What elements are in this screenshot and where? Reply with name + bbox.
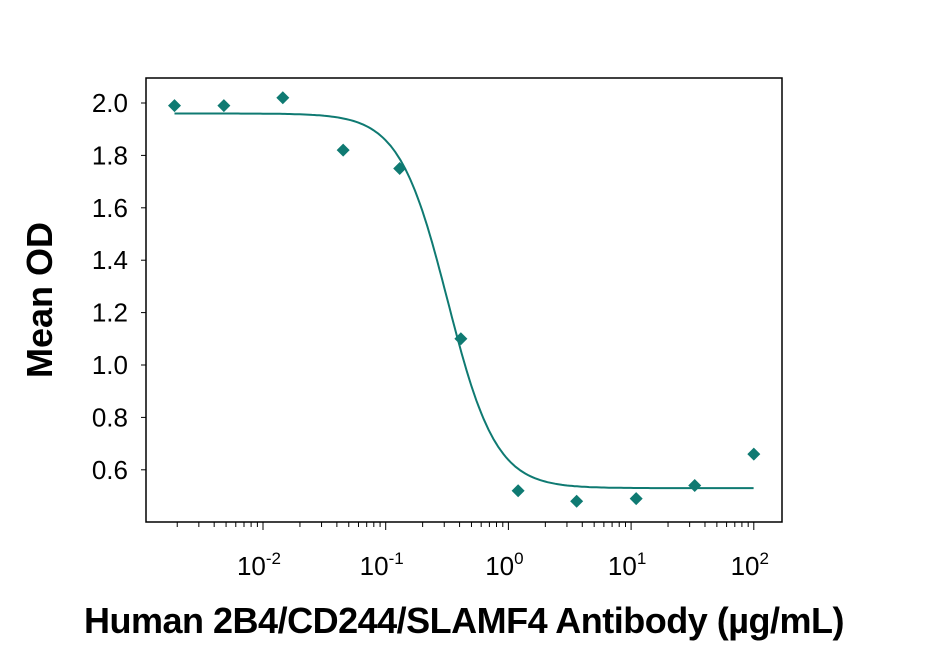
x-tick-label: 10-1	[360, 549, 404, 581]
y-axis: 0.6 0.8 1.0 1.2 1.4 1.6 1.8 2.0	[92, 88, 146, 485]
data-point-marker	[629, 492, 643, 506]
data-point-marker	[747, 447, 761, 461]
data-point-marker	[454, 332, 468, 346]
data-points	[168, 91, 761, 508]
plot-area	[145, 77, 783, 523]
y-tick-label: 1.4	[92, 245, 128, 275]
y-tick-label: 1.0	[92, 350, 128, 380]
fit-curve	[174, 112, 754, 490]
y-tick-label: 0.8	[92, 402, 128, 432]
x-tick-label: 10-2	[237, 549, 281, 581]
data-point-marker	[276, 91, 290, 105]
data-point-marker	[393, 162, 407, 175]
data-point-marker	[168, 99, 182, 113]
data-point-marker	[688, 479, 702, 493]
x-tick-label: 100	[485, 549, 523, 581]
x-tick-label: 101	[608, 549, 646, 581]
y-tick-label: 1.2	[92, 298, 128, 328]
x-axis: 10-2 10-1 100 101 102	[176, 522, 769, 581]
data-point-marker	[570, 494, 584, 508]
y-tick-label: 2.0	[92, 88, 128, 118]
y-axis-title: Mean OD	[19, 221, 60, 379]
data-point-marker	[511, 484, 525, 498]
y-tick-label: 1.6	[92, 193, 128, 223]
x-axis-title: Human 2B4/CD244/SLAMF4 Antibody (µg/mL)	[84, 600, 844, 641]
y-tick-label: 1.8	[92, 140, 128, 170]
y-tick-label: 0.6	[92, 455, 128, 485]
x-tick-label: 102	[731, 549, 769, 581]
data-point-marker	[336, 143, 350, 157]
data-point-marker	[217, 99, 231, 113]
